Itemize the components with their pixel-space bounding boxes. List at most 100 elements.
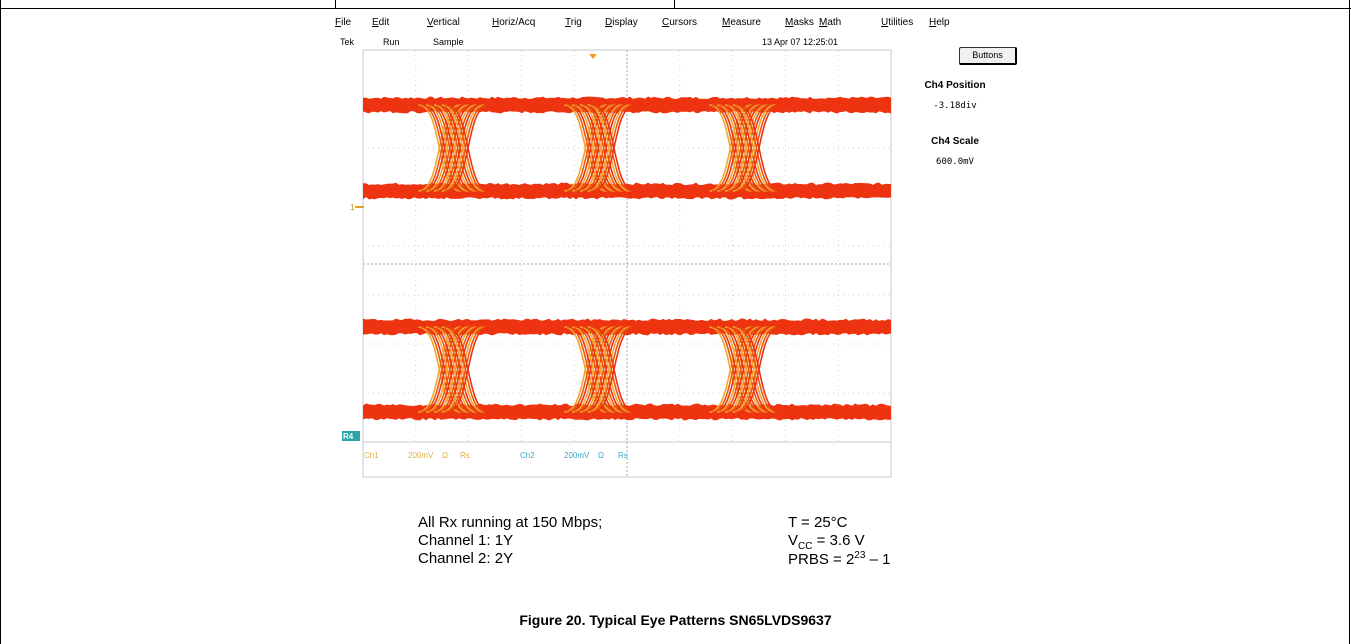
scope-display[interactable]: 1 R4 Ch1 200mV Ω Rs Ch2 200mV Ω Rs [342, 48, 902, 488]
menu-cursors[interactable]: Cursors [662, 17, 698, 28]
eye-transition-rising [592, 104, 636, 192]
figure-title: Figure 20. Typical Eye Patterns SN65LVDS… [519, 612, 832, 628]
vcc-symbol: V [788, 532, 799, 549]
menu-help[interactable]: Help [929, 17, 950, 28]
ch1-scale[interactable]: 200mV [408, 451, 434, 460]
ch2-label[interactable]: Ch2 [520, 451, 535, 460]
frame-divider-right [674, 0, 675, 8]
status-acq-mode: Sample [433, 37, 464, 47]
eye-transition-rising [579, 104, 623, 192]
caption-channel-2: Channel 2: 2Y [418, 550, 514, 567]
status-brand: Tek [340, 37, 355, 47]
eye-transition-rising [572, 326, 615, 413]
ch4-scale-label: Ch4 Scale [931, 136, 979, 147]
frame-left-line [0, 0, 1, 644]
ch2-scale[interactable]: 200mV [564, 451, 590, 460]
menu-vertical[interactable]: Vertical [427, 17, 460, 28]
eye-transition-rising [590, 326, 633, 413]
menu-utilities[interactable]: Utilities [881, 17, 914, 28]
eye-transition-rising [724, 326, 768, 413]
caption-channel-1: Channel 1: 1Y [418, 532, 514, 549]
buttons-toggle-button[interactable]: Buttons [959, 47, 1017, 65]
eye-transition-rising [722, 326, 765, 413]
ch2-term: Rs [618, 451, 628, 460]
status-datetime: 13 Apr 07 12:25:01 [762, 37, 839, 47]
prbs-base: PRBS = 2 [788, 551, 855, 568]
eye-transition-rising [441, 104, 484, 192]
menu-masks[interactable]: Masks [785, 17, 814, 28]
eye-transition-rising [441, 326, 484, 413]
ch2-coupling: Ω [598, 451, 604, 460]
eye-transition-rising [737, 104, 781, 192]
eye-transition-rising [587, 326, 630, 413]
menu-file[interactable]: File [335, 17, 352, 28]
eye-transition-rising [727, 104, 770, 192]
menu-edit[interactable]: Edit [372, 17, 390, 28]
ch4-position-label: Ch4 Position [924, 80, 986, 91]
ch2-ground-marker[interactable]: R4 [343, 432, 354, 441]
eye-transition-rising [735, 104, 778, 192]
eye-transition-rising [446, 104, 490, 192]
eye-transition-rising [727, 326, 770, 413]
eye-transition-rising [590, 104, 633, 192]
eye-transition-rising [444, 104, 487, 192]
eye-transition-rising [722, 104, 765, 192]
menu-display[interactable]: Display [605, 17, 638, 28]
eye-transition-rising [431, 326, 474, 413]
eye-transition-rising [732, 104, 775, 192]
ch1-eye-pattern [363, 96, 891, 200]
menu-measure[interactable]: Measure [722, 17, 761, 28]
eye-transition-rising [433, 104, 477, 192]
eye-transition-rising [719, 326, 762, 413]
menu-bar: File Edit Vertical Horiz/Acq Trig Displa… [335, 17, 1015, 32]
ch1-label[interactable]: Ch1 [364, 451, 379, 460]
eye-transition-rising [426, 104, 469, 192]
eye-transition-rising [428, 326, 471, 413]
eye-transition-rising [574, 104, 617, 192]
eye-transition-rising [737, 326, 781, 413]
eye-transition-rising [439, 326, 482, 413]
eye-transition-rising [569, 326, 612, 413]
caption-temperature: T = 25°C [788, 514, 848, 531]
eye-transition-rising [732, 326, 775, 413]
eye-transition-rising [423, 326, 466, 413]
ch2-eye-pattern [363, 318, 891, 421]
vcc-subscript: CC [798, 541, 813, 552]
eye-transition-rising [566, 104, 610, 192]
eye-transition-rising [730, 104, 773, 192]
eye-transition-rising [569, 104, 612, 192]
ch2-ground-marker-bg[interactable] [342, 431, 360, 441]
ch1-ground-marker[interactable]: 1 [350, 203, 355, 212]
eye-transition-rising [426, 326, 469, 413]
eye-transition-rising [585, 104, 628, 192]
menu-trig[interactable]: Trig [565, 17, 582, 28]
eye-transition-rising [582, 104, 625, 192]
eye-transition-rising [719, 104, 762, 192]
eye-transition-rising [436, 326, 479, 413]
ch1-term: Rs [460, 451, 470, 460]
menu-horiz-acq[interactable]: Horiz/Acq [492, 17, 536, 28]
eye-transition-rising [433, 326, 477, 413]
eye-transition-rising [428, 104, 471, 192]
eye-transition-rising [711, 326, 755, 413]
eye-transition-rising [420, 326, 464, 413]
frame-top-line [0, 8, 1351, 9]
eye-transition-rising [714, 104, 757, 192]
caption-rate: All Rx running at 150 Mbps; [418, 514, 603, 531]
trigger-position-marker[interactable] [589, 54, 597, 59]
eye-transition-rising [574, 326, 617, 413]
channel-status-bar: Ch1 200mV Ω Rs Ch2 200mV Ω Rs [364, 451, 628, 460]
eye-transition-rising [431, 104, 474, 192]
menu-math[interactable]: Math [819, 17, 842, 28]
eye-transition-rising [439, 104, 482, 192]
ch4-position-value: -3.18div [933, 101, 977, 111]
eye-transition-rising [592, 326, 636, 413]
eye-transition-rising [717, 326, 760, 413]
ch1-coupling: Ω [442, 451, 448, 460]
prbs-minus: – 1 [865, 551, 891, 568]
eye-transition-rising [579, 326, 623, 413]
prbs-exponent: 23 [854, 550, 866, 561]
eye-transition-rising [423, 104, 466, 192]
eye-transition-rising [566, 326, 610, 413]
eye-transition-rising [444, 326, 487, 413]
